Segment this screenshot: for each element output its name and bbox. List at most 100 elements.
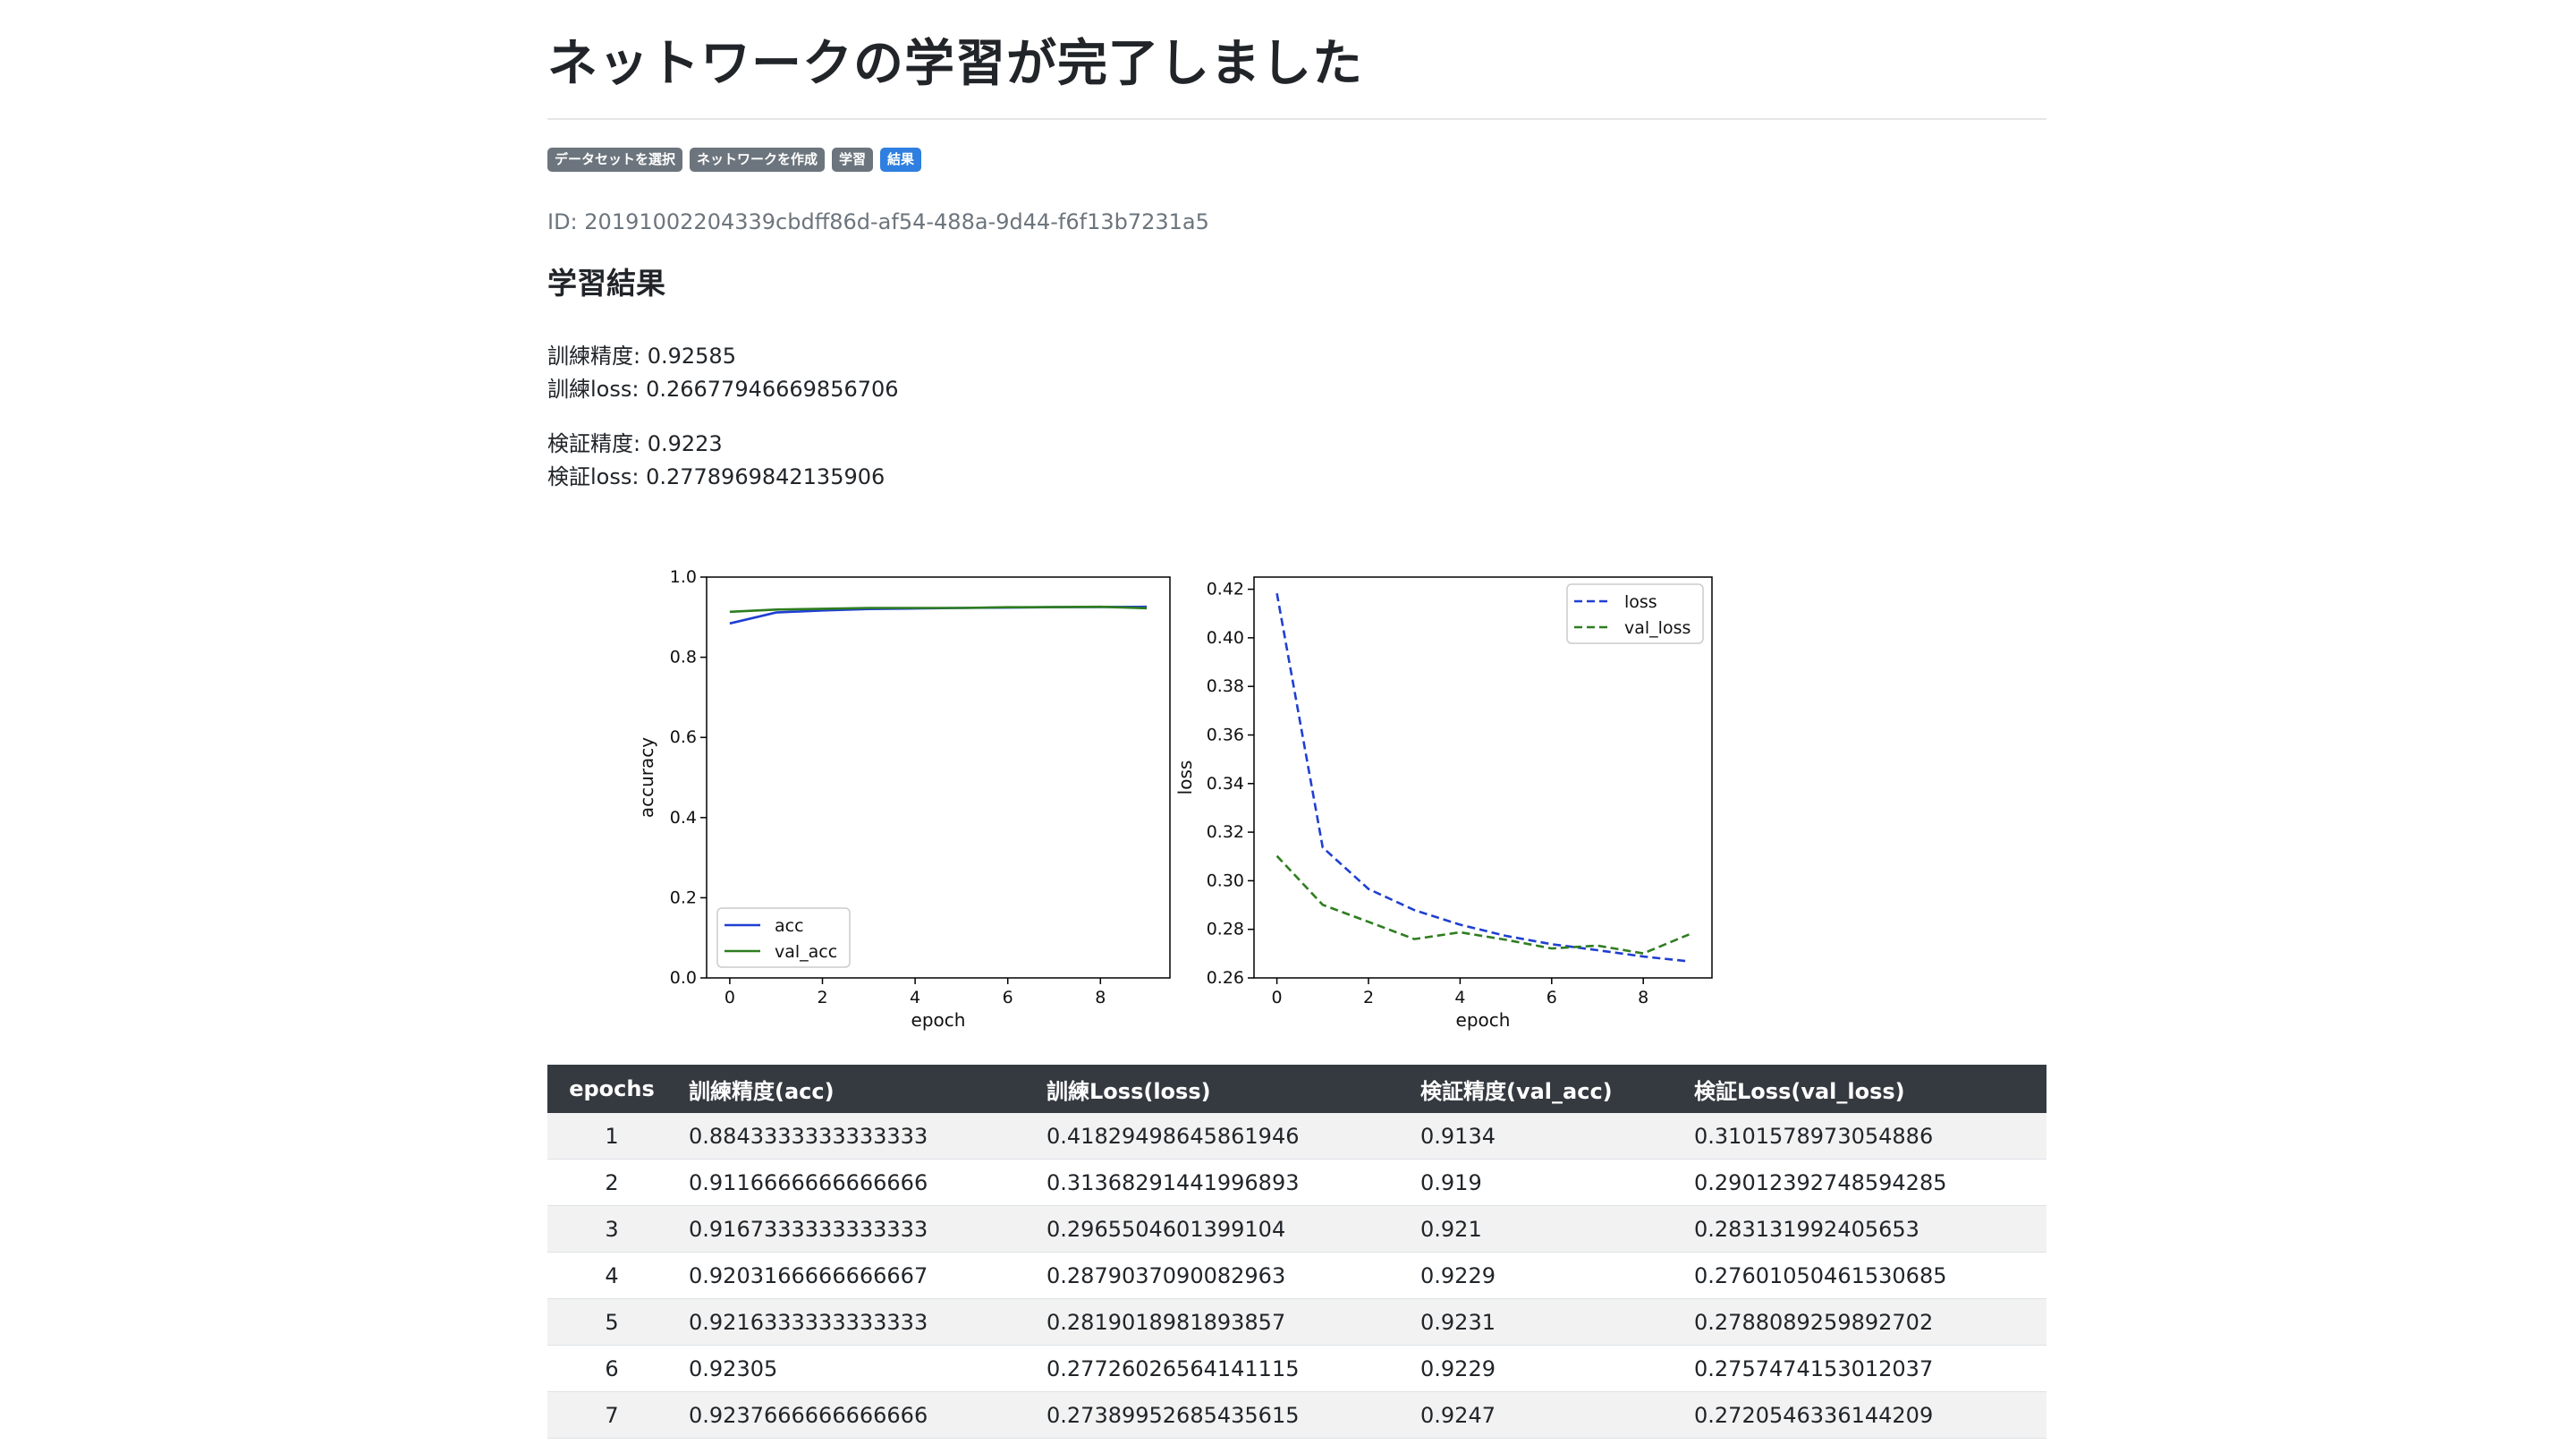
table-row: 1 0.8843333333333333 0.41829498645861946… bbox=[547, 1113, 2046, 1160]
table-row: 3 0.9167333333333333 0.2965504601399104 … bbox=[547, 1205, 2046, 1253]
run-id: ID: 20191002204339cbdff86d-af54-488a-9d4… bbox=[547, 209, 1209, 234]
cell-val-loss: 0.3101578973054886 bbox=[1682, 1113, 2046, 1160]
legend-label-acc: acc bbox=[775, 916, 804, 936]
cell-loss: 0.2879037090082963 bbox=[1034, 1252, 1408, 1299]
cell-acc: 0.9167333333333333 bbox=[676, 1205, 1034, 1253]
series-line-val-acc bbox=[729, 605, 1148, 614]
x-tick-label: 8 bbox=[1095, 988, 1106, 1007]
y-tick-label: 0.28 bbox=[1207, 920, 1244, 939]
cell-val-acc: 0.921 bbox=[1408, 1205, 1682, 1253]
x-tick-label: 0 bbox=[1272, 988, 1283, 1007]
step-result[interactable]: 結果 bbox=[880, 148, 922, 172]
y-tick-label: 0.26 bbox=[1207, 968, 1244, 988]
cell-val-loss: 0.2720546336144209 bbox=[1682, 1391, 2046, 1439]
x-axis-label: epoch bbox=[1456, 1009, 1511, 1031]
cell-loss: 0.27389952685435615 bbox=[1034, 1391, 1408, 1439]
section-title: 学習結果 bbox=[547, 266, 665, 301]
y-tick-label: 0.42 bbox=[1207, 580, 1244, 599]
step-select-dataset[interactable]: データセットを選択 bbox=[547, 148, 683, 172]
train-loss: 訓練loss: 0.26677946669856706 bbox=[547, 377, 899, 402]
cell-epoch: 4 bbox=[547, 1252, 676, 1299]
series-line-loss bbox=[1275, 592, 1690, 963]
results-table: epochs 訓練精度(acc) 訓練Loss(loss) 検証精度(val_a… bbox=[547, 1065, 2046, 1439]
y-axis-label: accuracy bbox=[636, 737, 657, 818]
x-tick-label: 2 bbox=[1363, 988, 1374, 1007]
cell-acc: 0.9203166666666667 bbox=[676, 1252, 1034, 1299]
page-title: ネットワークの学習が完了しました bbox=[547, 35, 1363, 93]
step-breadcrumb: データセットを選択 ネットワークを作成 学習 結果 bbox=[547, 148, 922, 172]
cell-val-loss: 0.283131992405653 bbox=[1682, 1205, 2046, 1253]
legend-label-val-acc: val_acc bbox=[775, 942, 837, 962]
training-charts: 0 2 4 6 8 0.0 0.2 0.4 0.6 0.8 1.0 epoch accuracy acc v… bbox=[547, 555, 2046, 1056]
cell-val-acc: 0.9229 bbox=[1408, 1345, 1682, 1392]
y-tick-label: 0.38 bbox=[1207, 676, 1244, 696]
cell-val-acc: 0.9229 bbox=[1408, 1252, 1682, 1299]
cell-val-loss: 0.27601050461530685 bbox=[1682, 1252, 2046, 1299]
cell-val-loss: 0.29012392748594285 bbox=[1682, 1159, 2046, 1206]
series-line-val-loss bbox=[1275, 854, 1690, 955]
y-axis-label: loss bbox=[1174, 760, 1196, 795]
y-tick-label: 0.40 bbox=[1207, 628, 1244, 648]
header-epochs: epochs bbox=[547, 1065, 676, 1113]
title-divider bbox=[547, 118, 2046, 120]
x-tick-label: 4 bbox=[1454, 988, 1465, 1007]
y-tick-label: 0.4 bbox=[670, 808, 697, 828]
legend-label-val-loss: val_loss bbox=[1624, 618, 1690, 638]
header-loss: 訓練Loss(loss) bbox=[1034, 1065, 1408, 1113]
step-create-network[interactable]: ネットワークを作成 bbox=[690, 148, 826, 172]
y-tick-label: 0.2 bbox=[670, 888, 697, 907]
x-tick-label: 8 bbox=[1638, 988, 1648, 1007]
cell-val-loss: 0.2788089259892702 bbox=[1682, 1298, 2046, 1346]
y-tick-label: 0.8 bbox=[670, 648, 697, 667]
train-accuracy: 訓練精度: 0.92585 bbox=[547, 344, 736, 369]
step-train[interactable]: 学習 bbox=[832, 148, 874, 172]
legend-box bbox=[716, 907, 851, 968]
cell-acc: 0.9216333333333333 bbox=[676, 1298, 1034, 1346]
y-tick-label: 0.0 bbox=[670, 968, 697, 988]
cell-epoch: 1 bbox=[547, 1113, 676, 1160]
cell-acc: 0.9237666666666666 bbox=[676, 1391, 1034, 1439]
header-acc: 訓練精度(acc) bbox=[676, 1065, 1034, 1113]
table-row: 2 0.9116666666666666 0.31368291441996893… bbox=[547, 1159, 2046, 1206]
x-tick-label: 6 bbox=[1546, 988, 1557, 1007]
y-tick-label: 0.30 bbox=[1207, 871, 1244, 890]
cell-epoch: 2 bbox=[547, 1159, 676, 1206]
x-tick-label: 6 bbox=[1003, 988, 1013, 1007]
y-tick-label: 1.0 bbox=[670, 567, 697, 587]
cell-epoch: 6 bbox=[547, 1345, 676, 1392]
cell-val-acc: 0.9134 bbox=[1408, 1113, 1682, 1160]
cell-acc: 0.92305 bbox=[676, 1345, 1034, 1392]
cell-loss: 0.2965504601399104 bbox=[1034, 1205, 1408, 1253]
y-tick-label: 0.32 bbox=[1207, 822, 1244, 842]
cell-acc: 0.8843333333333333 bbox=[676, 1113, 1034, 1160]
legend-label-loss: loss bbox=[1624, 592, 1657, 612]
train-metrics: 訓練精度: 0.92585 訓練loss: 0.2667794666985670… bbox=[547, 340, 899, 406]
cell-acc: 0.9116666666666666 bbox=[676, 1159, 1034, 1206]
table-row: 4 0.9203166666666667 0.2879037090082963 … bbox=[547, 1252, 2046, 1299]
cell-epoch: 3 bbox=[547, 1205, 676, 1253]
x-tick-label: 2 bbox=[817, 988, 827, 1007]
cell-loss: 0.31368291441996893 bbox=[1034, 1159, 1408, 1206]
cell-val-acc: 0.9247 bbox=[1408, 1391, 1682, 1439]
cell-loss: 0.2819018981893857 bbox=[1034, 1298, 1408, 1346]
cell-val-acc: 0.919 bbox=[1408, 1159, 1682, 1206]
charts-svg: 0 2 4 6 8 0.0 0.2 0.4 0.6 0.8 1.0 epoch accuracy acc v… bbox=[636, 567, 1713, 1031]
x-axis-label: epoch bbox=[911, 1009, 966, 1031]
cell-val-loss: 0.2757474153012037 bbox=[1682, 1345, 2046, 1392]
x-tick-label: 4 bbox=[910, 988, 920, 1007]
table-header-row: epochs 訓練精度(acc) 訓練Loss(loss) 検証精度(val_a… bbox=[547, 1065, 2046, 1113]
table-row: 6 0.92305 0.27726026564141115 0.9229 0.2… bbox=[547, 1345, 2046, 1392]
table-row: 7 0.9237666666666666 0.27389952685435615… bbox=[547, 1391, 2046, 1439]
y-tick-label: 0.36 bbox=[1207, 725, 1244, 744]
x-tick-label: 0 bbox=[724, 988, 735, 1007]
y-tick-label: 0.34 bbox=[1207, 774, 1244, 794]
legend-box bbox=[1566, 583, 1704, 644]
cell-loss: 0.27726026564141115 bbox=[1034, 1345, 1408, 1392]
cell-epoch: 7 bbox=[547, 1391, 676, 1439]
y-tick-label: 0.6 bbox=[670, 727, 697, 747]
header-val-acc: 検証精度(val_acc) bbox=[1408, 1065, 1682, 1113]
header-val-loss: 検証Loss(val_loss) bbox=[1682, 1065, 2046, 1113]
val-loss: 検証loss: 0.2778969842135906 bbox=[547, 464, 886, 489]
cell-val-acc: 0.9231 bbox=[1408, 1298, 1682, 1346]
cell-loss: 0.41829498645861946 bbox=[1034, 1113, 1408, 1160]
